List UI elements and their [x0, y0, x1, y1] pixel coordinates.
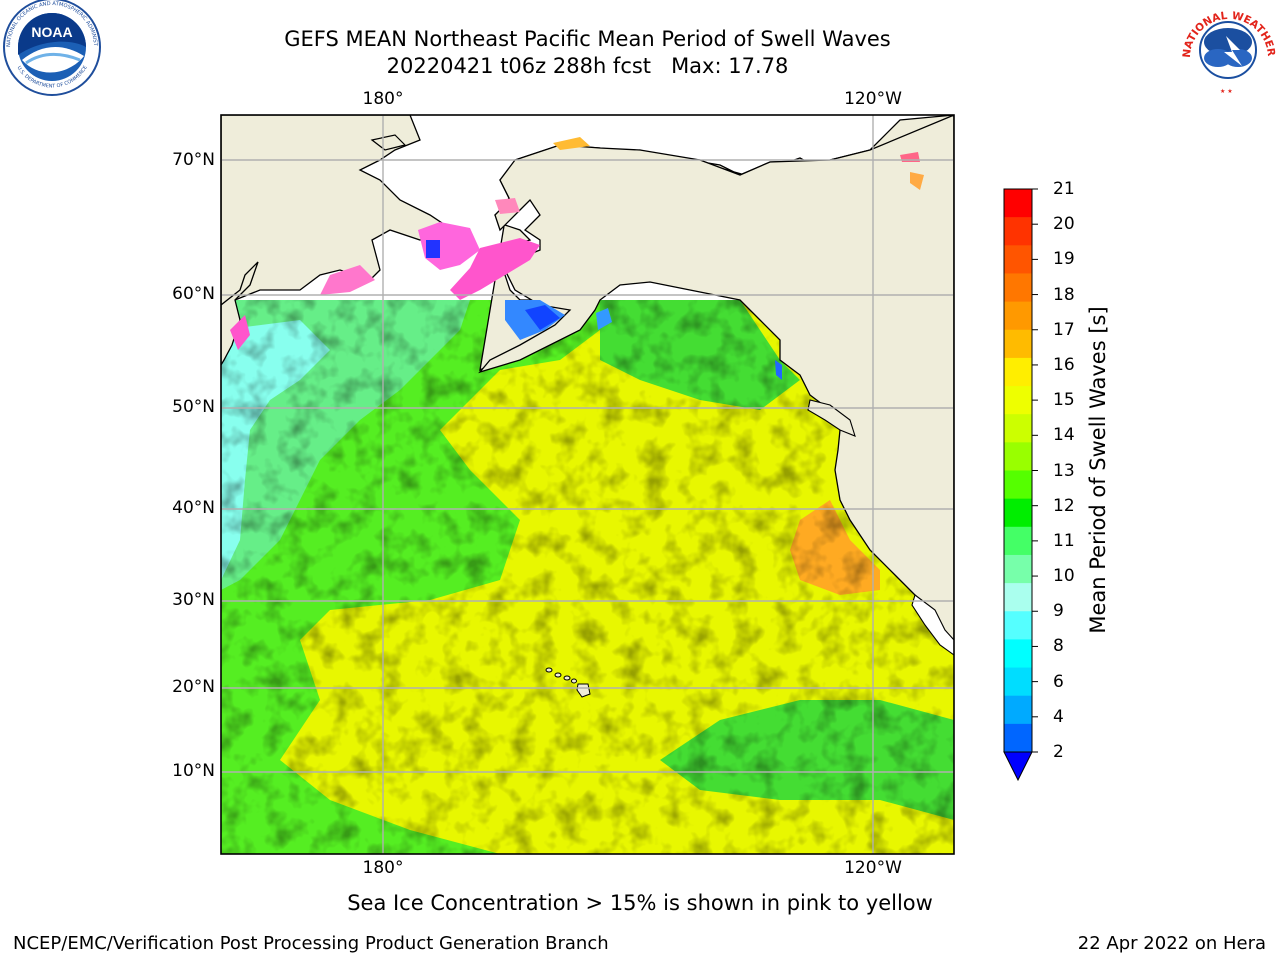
colorbar-tick-label: 8	[1053, 636, 1064, 657]
colorbar-tick-label: 16	[1053, 354, 1075, 375]
colorbar-tick-label: 13	[1053, 460, 1075, 481]
credit-text: NCEP/EMC/Verification Post Processing Pr…	[13, 933, 609, 954]
colorbar-segment	[1004, 189, 1032, 218]
colorbar-segment	[1004, 273, 1032, 303]
land-kamchatka	[221, 261, 259, 367]
colorbar-segment	[1004, 217, 1032, 246]
colorbar-tick-label: 15	[1053, 390, 1075, 411]
colorbar-tick-label: 14	[1053, 425, 1075, 446]
colorbar-tick-label: 4	[1053, 706, 1064, 727]
colorbar-segment	[1004, 329, 1032, 359]
chart-subtitle: 20220421 t06z 288h fcst Max: 17.78	[386, 54, 789, 78]
colorbar-segment	[1004, 639, 1032, 669]
lon-label-bottom-120w: 120°W	[844, 858, 902, 878]
noaa-logo: NOAA NATIONAL OCEANIC AND ATMOSPHERIC AD…	[0, 0, 104, 104]
colorbar-segment	[1004, 498, 1032, 528]
colorbar-segment	[1004, 414, 1032, 443]
colorbar-label: Mean Period of Swell Waves [s]	[1086, 306, 1110, 634]
colorbar-tick-label: 10	[1053, 566, 1075, 587]
lat-label-40n: 40°N	[172, 498, 215, 518]
svg-text:★ ★: ★ ★	[1220, 88, 1233, 95]
colorbar-segment	[1004, 357, 1032, 387]
lon-label-top-120w: 120°W	[844, 89, 902, 109]
map-gridlines	[221, 115, 954, 854]
land-chukotka-peninsula	[370, 134, 407, 151]
colorbar-segment	[1004, 526, 1032, 556]
land-siberia	[221, 115, 447, 306]
colorbar-segment	[1004, 301, 1032, 331]
colorbar-segment	[1004, 611, 1032, 640]
run-info: 22 Apr 2022 on Hera	[1077, 933, 1266, 954]
colorbar-tick-label: 6	[1053, 671, 1064, 692]
colorbar-segment	[1004, 470, 1032, 500]
lon-label-bottom-180: 180°	[362, 858, 404, 878]
lat-label-30n: 30°N	[172, 590, 215, 610]
land-baja	[911, 594, 954, 656]
colorbar-segment	[1004, 667, 1032, 697]
lon-label-top-180: 180°	[362, 89, 404, 109]
lat-label-70n: 70°N	[172, 150, 215, 170]
nws-logo: NATIONAL WEATHER SERVICE ★ ★	[1174, 0, 1280, 100]
land-alaska-main	[478, 115, 954, 657]
colorbar-segment	[1004, 723, 1032, 753]
sea-ice-overlay	[230, 137, 924, 380]
colorbar-tick-label: 21	[1053, 179, 1075, 199]
chart-title: GEFS MEAN Northeast Pacific Mean Period …	[284, 27, 891, 51]
colorbar-segment	[1004, 583, 1032, 612]
lat-label-50n: 50°N	[172, 397, 215, 417]
colorbar-segment	[1004, 245, 1032, 274]
lat-label-60n: 60°N	[172, 284, 215, 304]
colorbar-tick-label: 11	[1053, 530, 1075, 551]
colorbar-tick-label: 12	[1053, 495, 1075, 516]
lat-label-20n: 20°N	[172, 677, 215, 697]
sea-ice-note: Sea Ice Concentration > 15% is shown in …	[347, 891, 933, 915]
colorbar-segment	[1004, 695, 1032, 725]
colorbar-tick-label: 17	[1053, 319, 1075, 340]
lat-label-10n: 10°N	[172, 761, 215, 781]
colorbar-tick-label: 19	[1053, 249, 1075, 270]
colorbar-segment	[1004, 442, 1032, 471]
colorbar	[1003, 188, 1038, 782]
colorbar-tick-label: 18	[1053, 284, 1075, 305]
map-frame	[220, 114, 955, 855]
colorbar-tick-label: 2	[1053, 742, 1064, 762]
colorbar-tick-label: 9	[1053, 601, 1064, 622]
colorbar-tick-label: 20	[1053, 214, 1075, 235]
hawaii-islands	[545, 667, 591, 698]
svg-text:NOAA: NOAA	[31, 24, 72, 40]
colorbar-segment	[1004, 386, 1032, 415]
colorbar-extend-arrow	[1003, 751, 1033, 782]
colorbar-segment	[1004, 554, 1032, 584]
